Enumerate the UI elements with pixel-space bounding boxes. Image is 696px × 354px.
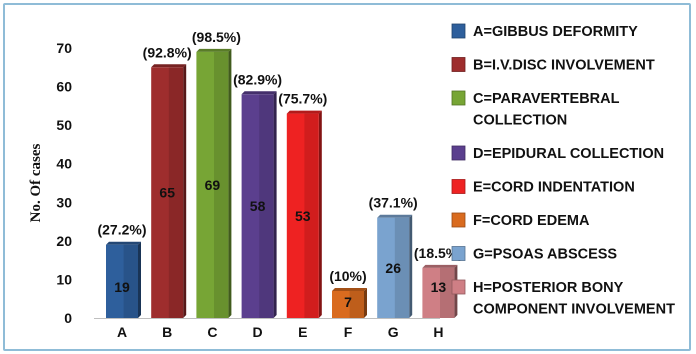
x-tick-label: B <box>162 324 172 340</box>
bar <box>422 267 455 318</box>
bar-percent-label: (10%) <box>329 268 366 284</box>
x-tick-label: F <box>344 324 353 340</box>
y-tick-label: 50 <box>56 117 72 133</box>
bar-value-label: 53 <box>295 208 311 224</box>
legend-label: E=CORD INDENTATION <box>473 180 635 196</box>
y-tick-label: 20 <box>56 233 72 249</box>
y-tick-label: 30 <box>56 194 72 210</box>
bar-value-label: 58 <box>250 198 266 214</box>
bar-shade <box>214 51 229 318</box>
x-tick-label: D <box>253 324 263 340</box>
legend-swatch <box>451 246 466 261</box>
bar-top <box>241 91 277 95</box>
bar-percent-label: (27.2%) <box>97 222 146 238</box>
bar-value-label: 13 <box>431 279 447 295</box>
bar <box>196 51 229 318</box>
legend-swatch <box>451 90 466 106</box>
legend-swatch <box>451 57 466 72</box>
bar-percent-label: (98.5%) <box>192 29 241 45</box>
bar-top <box>286 110 322 114</box>
x-tick-label: G <box>388 324 399 340</box>
bar-top <box>196 48 232 52</box>
legend-label: F=CORD EDEMA <box>473 213 590 229</box>
bar-percent-label: (82.9%) <box>233 71 282 87</box>
bar-top <box>422 264 458 268</box>
legend-label: D=EPIDURAL COLLECTION <box>473 146 664 162</box>
legend-label: G=PSOAS ABSCESS <box>473 247 617 263</box>
legend-swatch <box>451 179 466 194</box>
bar-shade <box>394 217 410 318</box>
bar-side <box>183 64 187 319</box>
x-tick-label: C <box>207 324 217 340</box>
bar-top <box>377 214 413 218</box>
bar-value-label: 69 <box>205 177 221 193</box>
bar-top <box>332 288 367 291</box>
bar-shade <box>304 113 319 318</box>
legend-swatch <box>451 279 466 295</box>
y-tick-label: 70 <box>56 40 72 56</box>
bar-value-label: 19 <box>114 279 130 295</box>
legend-swatch <box>451 212 466 228</box>
bar-value-label: 7 <box>344 294 352 310</box>
bar <box>377 217 410 318</box>
y-tick-label: 10 <box>56 271 72 287</box>
legend-label: H=POSTERIOR BONY COMPONENT INVOLVEMENT <box>473 280 675 318</box>
y-tick-label: 0 <box>64 310 72 326</box>
bar <box>106 244 138 318</box>
bar-percent-label: (18.5%) <box>414 245 463 261</box>
bar-shade <box>168 67 184 319</box>
bar-percent-label: (75.7%) <box>278 91 327 107</box>
bar-value-label: 26 <box>385 260 401 276</box>
x-tick-label: E <box>298 324 307 340</box>
legend-label: B=I.V.DISC INVOLVEMENT <box>473 58 655 74</box>
x-tick-label: H <box>433 324 443 340</box>
bar-top <box>151 64 187 68</box>
bar-side <box>138 241 141 318</box>
bar <box>241 94 274 319</box>
y-tick-label: 60 <box>56 79 72 95</box>
y-tick-label: 40 <box>56 156 72 172</box>
bar <box>286 113 319 318</box>
bar <box>151 67 184 319</box>
x-tick-label: A <box>117 324 127 340</box>
bar <box>332 291 364 318</box>
legend-label: C=PARAVERTEBRAL COLLECTION <box>473 91 620 129</box>
bar-side <box>364 288 367 318</box>
bar-top <box>106 241 141 245</box>
bar-shade <box>440 267 455 318</box>
legend-swatch <box>451 23 466 39</box>
legend-label: A=GIBBUS DEFORMITY <box>473 24 638 40</box>
bar-side <box>273 91 277 319</box>
legend-swatch <box>451 145 466 161</box>
bar-side <box>409 214 413 318</box>
bar-shade <box>123 244 138 318</box>
bar-side <box>228 48 232 318</box>
bar-shade <box>349 291 364 318</box>
bar-value-label: 65 <box>159 185 175 201</box>
bar-side <box>318 110 322 318</box>
bar-shade <box>259 94 274 319</box>
y-axis-title: No. Of cases <box>28 143 44 222</box>
bar-percent-label: (92.8%) <box>143 44 192 60</box>
bar-percent-label: (37.1%) <box>369 195 418 211</box>
